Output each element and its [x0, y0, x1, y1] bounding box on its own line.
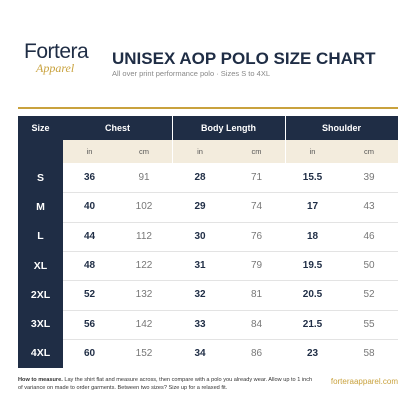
inch-cell: 32	[194, 289, 206, 301]
header-cell: Size	[31, 123, 50, 133]
cm-cell: 81	[250, 289, 263, 301]
header-cell: Shoulder	[321, 123, 361, 133]
cm-cell: 50	[363, 260, 375, 272]
row-divider	[63, 309, 398, 311]
size-cell: 2XL	[30, 288, 51, 301]
inch-cell: 40	[83, 201, 96, 213]
unit-row	[63, 140, 398, 163]
cm-cell: 79	[250, 260, 263, 272]
inch-cell: 33	[194, 318, 206, 330]
inch-cell: 30	[194, 230, 206, 242]
inch-cell: 48	[83, 260, 96, 272]
row-divider	[63, 338, 398, 340]
inch-cell: 28	[194, 172, 206, 184]
inch-cell: 52	[83, 289, 96, 301]
inch-cell: 34	[194, 347, 206, 359]
footer-note: How to measure. Lay the shirt flat and m…	[18, 376, 318, 392]
inch-cell: 31	[194, 260, 206, 272]
inch-cell: 36	[83, 172, 96, 184]
url: forteraapparel.com	[330, 377, 398, 386]
header-cell: Chest	[104, 123, 130, 133]
size-table: Size Chest Body Length Shoulder in cm in cm in cm…	[18, 116, 398, 368]
logo-sub: Apparel	[36, 61, 75, 75]
size-cell: 3XL	[30, 318, 51, 331]
size-cell: M	[36, 200, 45, 213]
inch-cell: 21.5	[302, 318, 323, 330]
inch-cell: 18	[306, 230, 319, 242]
subtitle: All over print performance polo · Sizes …	[112, 69, 270, 78]
cm-cell: 132	[135, 289, 153, 301]
row-divider	[63, 250, 398, 252]
cm-cell: 102	[135, 201, 153, 213]
cm-cell: 112	[136, 230, 152, 242]
header-row	[63, 116, 398, 140]
size-cell: S	[36, 171, 44, 184]
header-cell: Body Length	[201, 123, 256, 133]
unit-cell: in	[309, 147, 316, 156]
cm-cell: 43	[363, 201, 375, 213]
inch-cell: 44	[83, 230, 96, 242]
note-label: How to measure.	[18, 377, 63, 383]
size-cell: 4XL	[30, 347, 51, 360]
size-cell: L	[37, 230, 44, 243]
cm-cell: 142	[135, 318, 153, 330]
header-separator	[285, 116, 286, 163]
note: Lay the shirt flat and measure across, t…	[18, 377, 313, 391]
cm-cell: 152	[135, 347, 153, 359]
cm-cell: 91	[138, 172, 150, 184]
inch-cell: 17	[306, 201, 319, 213]
unit-cell: cm	[364, 147, 374, 156]
size-cell: XL	[33, 259, 48, 272]
size-column	[18, 116, 63, 368]
divider	[18, 107, 398, 109]
cm-cell: 55	[363, 318, 375, 330]
cm-cell: 74	[250, 201, 263, 213]
inch-cell: 56	[83, 318, 96, 330]
inch-cell: 20.5	[302, 289, 323, 301]
cm-cell: 71	[250, 172, 263, 184]
inch-cell: 23	[306, 347, 319, 359]
unit-cell: cm	[139, 147, 149, 156]
cm-cell: 52	[363, 289, 375, 301]
unit-cell: in	[197, 147, 203, 156]
unit-cell: in	[86, 147, 93, 156]
row-divider	[63, 280, 398, 282]
inch-cell: 19.5	[302, 260, 323, 272]
inch-cell: 15.5	[302, 172, 323, 184]
cm-cell: 76	[250, 230, 263, 242]
cm-cell: 84	[250, 318, 263, 330]
inch-cell: 60	[83, 347, 96, 359]
inch-cell: 29	[194, 201, 206, 213]
logo-main: Fortera	[24, 40, 89, 63]
cm-cell: 58	[363, 347, 375, 359]
title: UNISEX AOP POLO SIZE CHART	[112, 49, 376, 68]
row-divider	[63, 221, 398, 223]
unit-cell: cm	[251, 147, 262, 156]
cm-cell: 122	[135, 260, 153, 272]
row-divider	[63, 192, 398, 194]
cm-cell: 39	[363, 172, 375, 184]
cm-cell: 46	[363, 230, 375, 242]
cm-cell: 86	[250, 347, 263, 359]
header-separator	[172, 116, 173, 163]
